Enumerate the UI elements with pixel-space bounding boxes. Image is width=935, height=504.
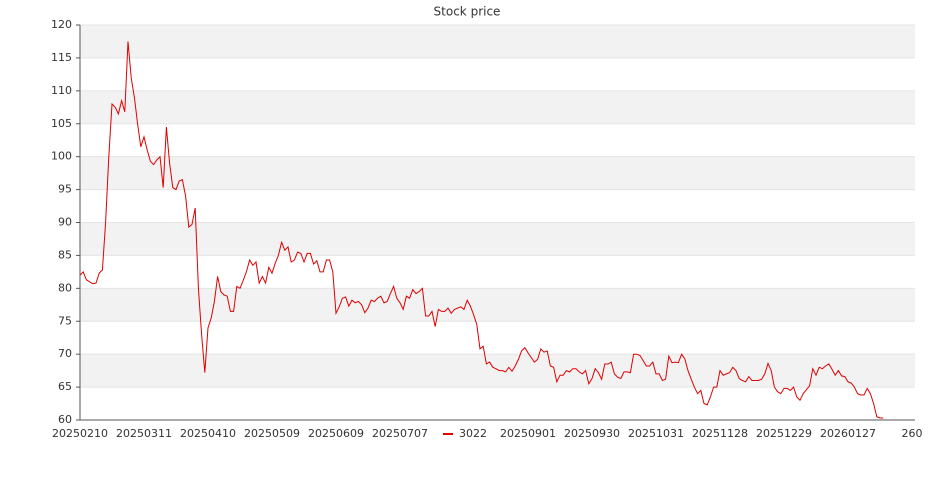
x-tick-label: 20250210 [52,427,108,440]
grid-band [80,156,915,190]
grid-band [80,354,915,388]
y-tick-label: 120 [51,18,72,31]
legend-box [437,425,499,443]
y-tick-label: 95 [58,183,72,196]
grid-band [80,288,915,322]
grid-band [80,25,915,58]
x-tick-label: 20250707 [372,427,428,440]
grid-band [80,90,915,124]
x-tick-label: 20250509 [244,427,300,440]
x-tick-label: 20250311 [116,427,172,440]
y-tick-label: 75 [58,314,72,327]
y-tick-label: 70 [58,347,72,360]
x-tick-label: 20250410 [180,427,236,440]
y-tick-label: 80 [58,281,72,294]
x-tick-label: 260 [902,427,923,440]
y-tick-label: 60 [58,413,72,426]
x-tick-label: 20251128 [692,427,748,440]
x-tick-label: 20251031 [628,427,684,440]
x-tick-label: 20250930 [564,427,620,440]
y-tick-label: 115 [51,51,72,64]
x-tick-label: 20251229 [756,427,812,440]
price-line [79,41,884,419]
y-tick-label: 105 [51,117,72,130]
y-tick-label: 65 [58,380,72,393]
chart-title: Stock price [434,5,501,19]
legend-label: 3022 [459,427,487,440]
y-tick-label: 90 [58,216,72,229]
y-tick-label: 110 [51,84,72,97]
y-tick-label: 85 [58,248,72,261]
y-tick-label: 100 [51,150,72,163]
x-tick-label: 20260127 [820,427,876,440]
x-tick-label: 20250609 [308,427,364,440]
grid-band [80,222,915,256]
x-tick-label: 20250901 [500,427,556,440]
